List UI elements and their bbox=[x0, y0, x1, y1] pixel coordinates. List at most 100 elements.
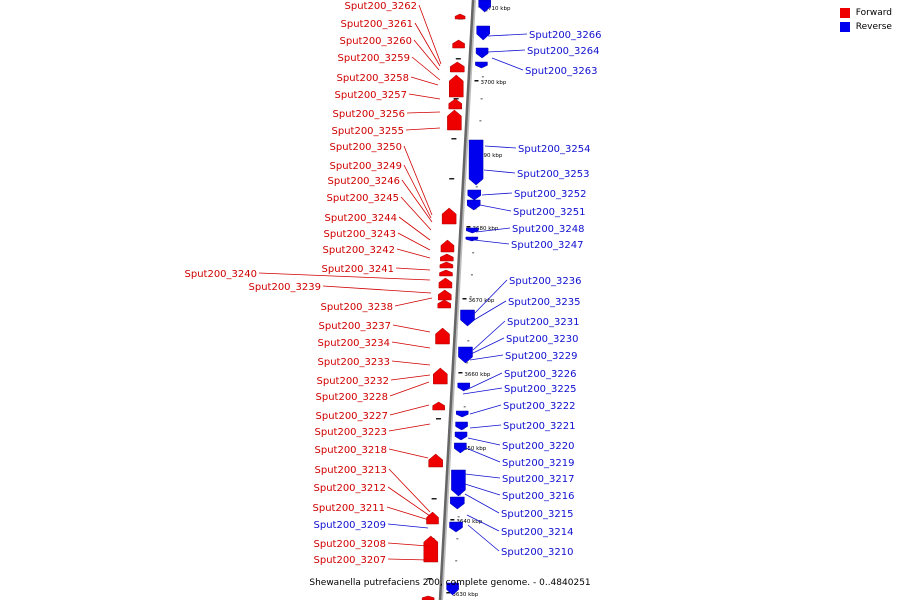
kbp-tick-label: 3700 kbp bbox=[480, 80, 506, 86]
forward-gene bbox=[439, 261, 454, 269]
reverse-swatch bbox=[839, 22, 850, 32]
gene-label-leader bbox=[411, 56, 441, 81]
track-dot bbox=[466, 362, 469, 364]
gene-label: Sput200_3266 bbox=[529, 30, 602, 41]
forward-gene bbox=[437, 299, 452, 309]
gene-label: Sput200_3256 bbox=[333, 109, 406, 120]
gene-label: Sput200_3247 bbox=[511, 240, 584, 251]
gene-label: Sput200_3211 bbox=[313, 503, 386, 514]
gene-label-leader bbox=[467, 437, 501, 446]
kbp-tick-label: 3650 kbp bbox=[460, 446, 486, 452]
gene-label: Sput200_3245 bbox=[327, 193, 400, 204]
kbp-tick-mark bbox=[466, 226, 471, 228]
reverse-gene bbox=[478, 0, 491, 13]
gene-label-leader bbox=[413, 39, 440, 71]
gene-label: Sput200_3258 bbox=[337, 73, 410, 84]
forward-gene bbox=[428, 453, 443, 468]
track-tick bbox=[453, 98, 459, 100]
gene-label-leader bbox=[464, 473, 501, 479]
gene-label-leader bbox=[389, 381, 430, 397]
legend-forward: Forward bbox=[839, 8, 892, 18]
reverse-gene bbox=[460, 309, 475, 327]
gene-label-leader bbox=[410, 76, 439, 86]
gene-label: Sput200_3217 bbox=[502, 474, 575, 485]
gene-label-leader bbox=[387, 486, 431, 517]
reverse-gene bbox=[468, 139, 484, 186]
track-tick bbox=[451, 138, 457, 140]
gene-label-leader bbox=[395, 267, 431, 271]
track-tick bbox=[455, 58, 461, 60]
gene-label-leader bbox=[388, 423, 431, 432]
gene-label-leader bbox=[487, 33, 528, 37]
gene-label-leader bbox=[473, 300, 507, 321]
reverse-gene bbox=[466, 199, 481, 211]
gene-label: Sput200_3244 bbox=[325, 213, 398, 224]
gene-label: Sput200_3218 bbox=[315, 445, 388, 456]
gene-label: Sput200_3214 bbox=[501, 527, 574, 538]
kbp-tick-label: 3660 kbp bbox=[464, 372, 490, 378]
gene-label-leader bbox=[390, 374, 431, 381]
gene-label-leader bbox=[406, 111, 441, 114]
gene-label-leader bbox=[464, 483, 501, 496]
kbp-tick-label: 3680 kbp bbox=[472, 226, 498, 232]
gene-label: Sput200_3242 bbox=[323, 245, 396, 256]
gene-label-leader bbox=[387, 542, 429, 547]
forward-gene bbox=[433, 367, 448, 385]
gene-label: Sput200_3223 bbox=[315, 427, 388, 438]
gene-label: Sput200_3248 bbox=[512, 224, 585, 235]
gene-label: Sput200_3230 bbox=[506, 334, 579, 345]
gene-label-leader bbox=[258, 272, 431, 281]
legend-reverse-label: Reverse bbox=[855, 22, 892, 32]
gene-label: Sput200_3237 bbox=[319, 321, 392, 332]
gene-label-leader bbox=[388, 468, 431, 513]
gene-label-leader bbox=[472, 320, 506, 351]
forward-gene bbox=[450, 61, 465, 73]
forward-gene bbox=[438, 277, 453, 289]
gene-label: Sput200_3219 bbox=[502, 458, 575, 469]
gene-label-leader bbox=[403, 145, 433, 216]
reverse-gene bbox=[458, 346, 473, 364]
gene-label: Sput200_3239 bbox=[249, 282, 322, 293]
gene-label-leader bbox=[397, 232, 431, 251]
kbp-tick-label: 3630 kbp bbox=[452, 592, 478, 598]
gene-label-leader bbox=[473, 239, 510, 245]
gene-label-leader bbox=[487, 49, 526, 53]
track-dot bbox=[472, 252, 475, 254]
track-dot bbox=[457, 516, 460, 518]
gene-label-leader bbox=[396, 248, 431, 259]
gene-label: Sput200_3241 bbox=[322, 264, 395, 275]
kbp-tick-mark bbox=[446, 592, 451, 594]
gene-label: Sput200_3210 bbox=[501, 547, 574, 558]
gene-label: Sput200_3251 bbox=[513, 207, 586, 218]
gene-label: Sput200_3232 bbox=[317, 376, 390, 387]
gene-label-leader bbox=[467, 524, 500, 552]
gene-label-leader bbox=[388, 448, 429, 459]
forward-gene bbox=[449, 74, 464, 98]
gene-label: Sput200_3207 bbox=[314, 555, 387, 566]
forward-gene bbox=[448, 98, 463, 110]
legend-forward-label: Forward bbox=[855, 8, 892, 18]
gene-label: Sput200_3255 bbox=[332, 126, 405, 137]
gene-label: Sput200_3261 bbox=[341, 19, 414, 30]
gene-label-leader bbox=[472, 279, 508, 316]
forward-gene bbox=[435, 327, 450, 345]
gene-label: Sput200_3220 bbox=[502, 441, 575, 452]
forward-gene bbox=[441, 207, 457, 225]
gene-label-leader bbox=[398, 216, 431, 241]
gene-label-leader bbox=[481, 192, 513, 196]
reverse-gene bbox=[446, 582, 459, 596]
gene-label: Sput200_3213 bbox=[315, 465, 388, 476]
gene-label: Sput200_3254 bbox=[518, 144, 591, 155]
kbp-tick-label: 3670 kbp bbox=[469, 298, 495, 304]
track-dot bbox=[456, 538, 459, 540]
gene-label-leader bbox=[391, 341, 431, 349]
gene-label: Sput200_3259 bbox=[338, 53, 411, 64]
gene-label-leader bbox=[386, 506, 430, 521]
track-dot bbox=[480, 98, 483, 100]
gene-label-leader bbox=[470, 337, 505, 355]
gene-label-leader bbox=[465, 447, 501, 463]
forward-gene bbox=[440, 253, 454, 262]
gene-label: Sput200_3216 bbox=[502, 491, 575, 502]
gene-label-leader bbox=[462, 387, 503, 395]
gene-label: Sput200_3226 bbox=[504, 369, 577, 380]
